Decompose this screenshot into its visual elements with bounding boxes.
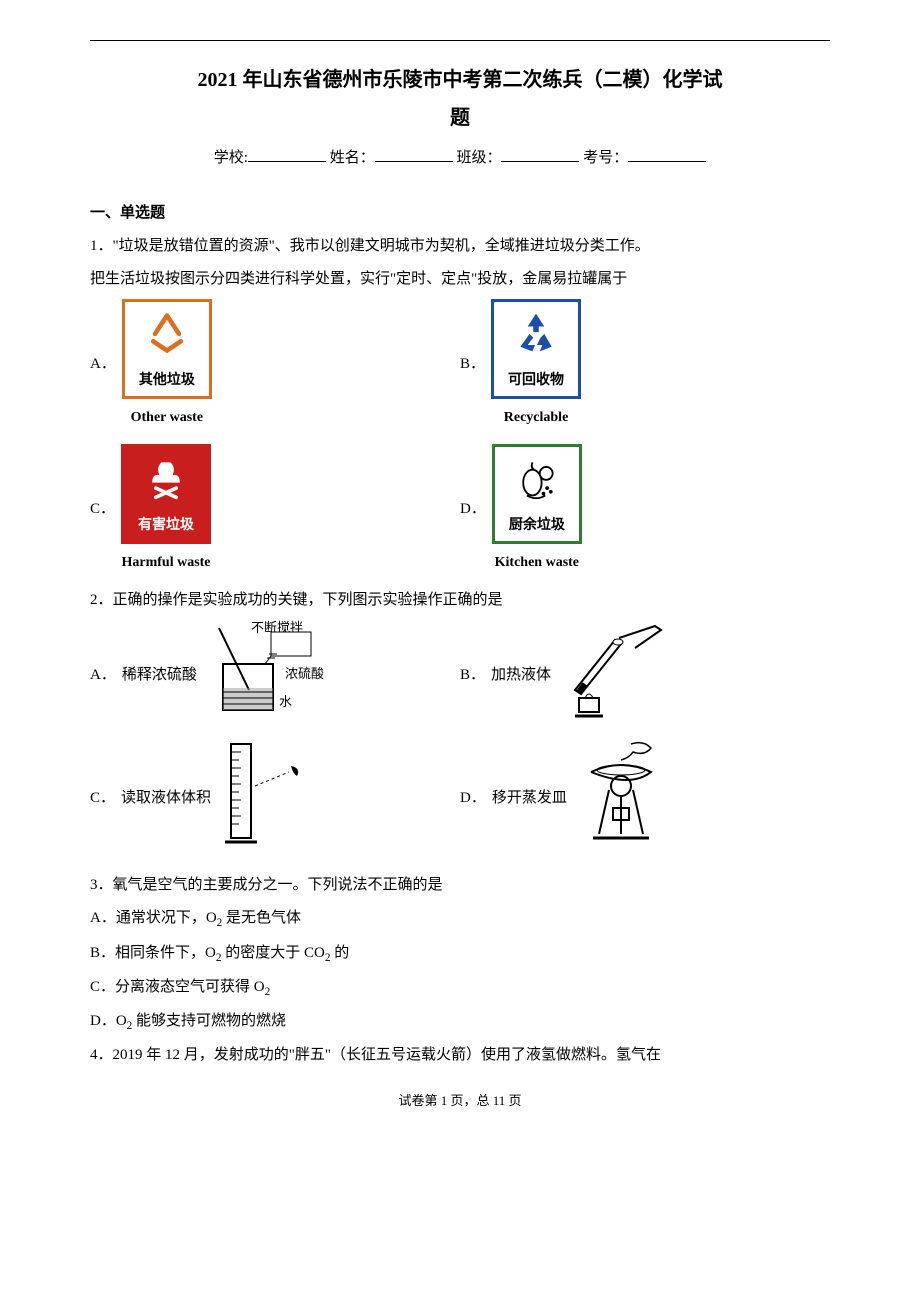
q2-opt-b[interactable]: B． 加热液体 bbox=[460, 620, 830, 730]
opt-letter: A． bbox=[90, 351, 116, 378]
q1-opt-b[interactable]: B． 可回收物 Recyclable bbox=[460, 299, 830, 430]
title-line-1: 2021 年山东省德州市乐陵市中考第二次练兵（二模）化学试 bbox=[198, 69, 723, 91]
waste-en: Harmful waste bbox=[121, 550, 211, 575]
q3-options: A．通常状况下，O2 是无色气体 B．相同条件下，O2 的密度大于 CO2 的 … bbox=[90, 905, 830, 1036]
q1-row-cd: C． 有害垃圾 Harmful waste D． 厨余垃圾 Kitchen wa… bbox=[90, 444, 830, 575]
section-1-heading: 一、单选题 bbox=[90, 200, 830, 227]
waste-cn: 可回收物 bbox=[508, 367, 564, 392]
q2-text: 2．正确的操作是实验成功的关键，下列图示实验操作正确的是 bbox=[90, 587, 830, 614]
name-blank[interactable] bbox=[375, 147, 453, 162]
page-footer: 试卷第 1 页，总 11 页 bbox=[90, 1089, 830, 1112]
waste-cn: 有害垃圾 bbox=[126, 512, 206, 537]
school-blank[interactable] bbox=[248, 147, 326, 162]
exam-no-label: 考号： bbox=[583, 150, 628, 166]
recycle-icon bbox=[511, 308, 561, 358]
anno-acid: 浓硫酸 bbox=[285, 666, 324, 681]
q1-opt-a[interactable]: A． 其他垃圾 Other waste bbox=[90, 299, 460, 430]
waste-box: 有害垃圾 bbox=[121, 444, 211, 544]
opt-letter: D． bbox=[460, 785, 486, 812]
waste-en: Recyclable bbox=[491, 405, 581, 430]
opt-letter: A． bbox=[90, 662, 116, 689]
anno-water: 水 bbox=[279, 694, 292, 709]
q3-text: 3．氧气是空气的主要成分之一。下列说法不正确的是 bbox=[90, 872, 830, 899]
kitchen-waste-icon bbox=[512, 453, 562, 503]
student-info-line: 学校: 姓名： 班级： 考号： bbox=[90, 145, 830, 172]
exam-no-blank[interactable] bbox=[628, 147, 706, 162]
opt-label: 加热液体 bbox=[491, 662, 551, 689]
q2-opt-c[interactable]: C． 读取液体体积 bbox=[90, 738, 460, 858]
other-waste-icon bbox=[142, 308, 192, 358]
waste-en: Kitchen waste bbox=[492, 550, 582, 575]
name-label: 姓名： bbox=[330, 150, 375, 166]
q2-row-ab: A． 稀释浓硫酸 不断搅拌 浓硫酸 水 B． 加热液体 bbox=[90, 620, 830, 730]
q1-opt-d[interactable]: D． 厨余垃圾 Kitchen waste bbox=[460, 444, 830, 575]
waste-en: Other waste bbox=[122, 405, 212, 430]
q2-row-cd: C． 读取液体体积 D． 移开蒸发皿 bbox=[90, 738, 830, 858]
q2-opt-d[interactable]: D． 移开蒸发皿 bbox=[460, 738, 830, 858]
q4-text: 4．2019 年 12 月，发射成功的"胖五"（长征五号运载火箭）使用了液氢做燃… bbox=[90, 1042, 830, 1069]
opt-letter: C． bbox=[90, 496, 115, 523]
harmful-waste-icon bbox=[141, 453, 191, 503]
opt-letter: B． bbox=[460, 662, 485, 689]
q1-text-l1: 1．"垃圾是放错位置的资源"、我市以创建文明城市为契机，全域推进垃圾分类工作。 bbox=[90, 233, 830, 260]
opt-label: 稀释浓硫酸 bbox=[122, 662, 197, 689]
read-cylinder-diagram bbox=[215, 738, 325, 858]
exam-title: 2021 年山东省德州市乐陵市中考第二次练兵（二模）化学试 题 bbox=[90, 61, 830, 137]
q1-opt-c[interactable]: C． 有害垃圾 Harmful waste bbox=[90, 444, 460, 575]
waste-block-other: 其他垃圾 Other waste bbox=[122, 299, 212, 430]
opt-label: 读取液体体积 bbox=[121, 785, 211, 812]
title-line-2: 题 bbox=[450, 107, 470, 129]
waste-box: 厨余垃圾 bbox=[492, 444, 582, 544]
waste-block-recyclable: 可回收物 Recyclable bbox=[491, 299, 581, 430]
opt-letter: B． bbox=[460, 351, 485, 378]
opt-label: 移开蒸发皿 bbox=[492, 785, 567, 812]
q3-opt-b[interactable]: B．相同条件下，O2 的密度大于 CO2 的 bbox=[90, 940, 830, 968]
heat-liquid-diagram bbox=[555, 620, 685, 730]
class-blank[interactable] bbox=[501, 147, 579, 162]
top-rule bbox=[90, 40, 830, 41]
q3-opt-d[interactable]: D．O2 能够支持可燃物的燃烧 bbox=[90, 1008, 830, 1036]
waste-cn: 厨余垃圾 bbox=[509, 512, 565, 537]
class-label: 班级： bbox=[456, 150, 501, 166]
waste-box: 其他垃圾 bbox=[122, 299, 212, 399]
waste-box: 可回收物 bbox=[491, 299, 581, 399]
q3-opt-c[interactable]: C．分离液态空气可获得 O2 bbox=[90, 974, 830, 1002]
opt-letter: D． bbox=[460, 496, 486, 523]
school-label: 学校: bbox=[214, 150, 248, 166]
q2-opt-a[interactable]: A． 稀释浓硫酸 不断搅拌 浓硫酸 水 bbox=[90, 620, 460, 730]
q3-opt-a[interactable]: A．通常状况下，O2 是无色气体 bbox=[90, 905, 830, 933]
opt-letter: C． bbox=[90, 785, 115, 812]
dilute-acid-diagram: 不断搅拌 浓硫酸 水 bbox=[201, 620, 331, 730]
q1-row-ab: A． 其他垃圾 Other waste B． 可回收物 Recyclable bbox=[90, 299, 830, 430]
waste-cn: 其他垃圾 bbox=[139, 367, 195, 392]
q1-text-l2: 把生活垃圾按图示分四类进行科学处置，实行"定时、定点"投放，金属易拉罐属于 bbox=[90, 266, 830, 293]
remove-dish-diagram bbox=[571, 738, 681, 858]
waste-block-harmful: 有害垃圾 Harmful waste bbox=[121, 444, 211, 575]
waste-block-kitchen: 厨余垃圾 Kitchen waste bbox=[492, 444, 582, 575]
